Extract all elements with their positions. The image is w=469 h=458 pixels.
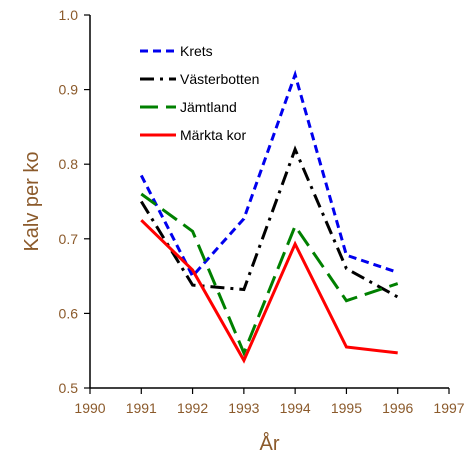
series-line-0: [139, 69, 399, 279]
legend: Krets Västerbotten Jämtland Märkta kor: [140, 43, 259, 143]
x-tick-label: 1996: [382, 400, 413, 416]
y-tick-label: 0.5: [59, 380, 79, 396]
series-line-3: [140, 219, 398, 364]
series-lines: [139, 69, 399, 364]
x-tick-label: 1990: [74, 400, 105, 416]
x-tick-label: 1992: [177, 400, 208, 416]
x-tick-label: 1995: [331, 400, 362, 416]
series-line-1: [140, 145, 399, 299]
y-tick-label: 1.0: [59, 7, 79, 23]
x-tick-label: 1994: [280, 400, 311, 416]
y-tick-label: 0.9: [59, 82, 79, 98]
legend-label-0: Krets: [180, 43, 213, 59]
axes: 0.5 0.6 0.7 0.8 0.9 1.0 1990 1991 1992 1993 1994 19…: [59, 7, 465, 416]
x-tick-label: 1993: [228, 400, 259, 416]
legend-label-2: Jämtland: [180, 99, 237, 115]
x-tick-label: 1991: [126, 400, 157, 416]
legend-label-3: Märkta kor: [180, 127, 246, 143]
y-tick-label: 0.8: [59, 156, 79, 172]
series-line-2: [140, 192, 399, 357]
legend-label-1: Västerbotten: [180, 71, 259, 87]
y-axis-title: Kalv per ko: [21, 151, 43, 251]
x-tick-label: 1997: [433, 400, 464, 416]
y-tick-label: 0.7: [59, 231, 79, 247]
x-axis-title: År: [260, 432, 280, 455]
y-tick-label: 0.6: [59, 305, 79, 321]
